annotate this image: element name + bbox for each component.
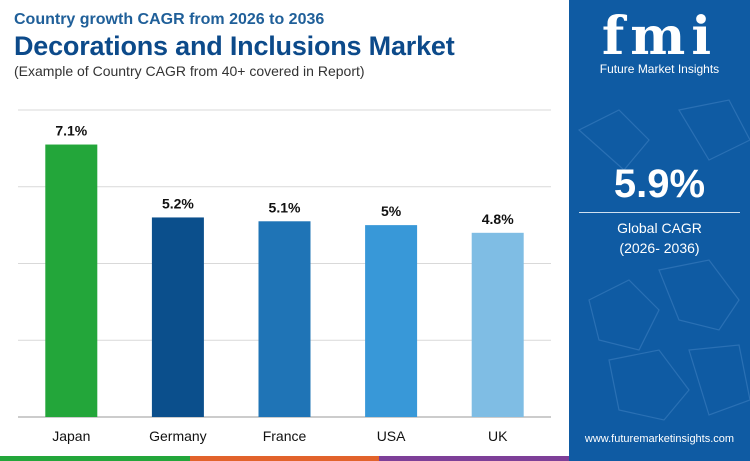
bar-chart: 7.1% 5.2% 5.1% 5% 4.8% Japan Germany France USA…: [18, 109, 551, 444]
value-labels-group: 7.1% 5.2% 5.1% 5% 4.8%: [55, 123, 514, 227]
category-label: USA: [377, 428, 406, 444]
global-cagr-value: 5.9%: [613, 162, 706, 206]
stripe-orange: [189, 456, 380, 461]
bottom-stripe: [0, 456, 570, 461]
chart-note: (Example of Country CAGR from 40+ covere…: [14, 63, 365, 79]
divider: [579, 212, 740, 213]
logo-text: fmi: [601, 6, 718, 67]
category-labels-group: Japan Germany France USA UK: [52, 428, 508, 444]
category-label: Japan: [52, 428, 90, 444]
chart-subtitle: Country growth CAGR from 2026 to 2036: [14, 11, 325, 28]
chart-header: Country growth CAGR from 2026 to 2036 De…: [14, 6, 574, 80]
stripe-purple: [379, 456, 570, 461]
value-label: 4.8%: [482, 211, 514, 227]
bar-usa: [365, 225, 418, 417]
value-label: 5%: [381, 203, 402, 219]
category-label: Germany: [149, 428, 207, 444]
bar-japan: [45, 144, 98, 417]
fmi-logo: fmi Future Market Insights: [569, 6, 750, 77]
bar-germany: [151, 217, 204, 417]
website-link[interactable]: www.futuremarketinsights.com: [584, 433, 735, 445]
category-label: France: [263, 428, 307, 444]
value-label: 7.1%: [55, 123, 87, 139]
logo-tagline: Future Market Insights: [599, 62, 720, 76]
global-cagr-label: Global CAGR: [617, 220, 702, 236]
bars-group: [45, 144, 524, 417]
global-cagr-period: (2026- 2036): [619, 240, 700, 256]
chart-title: Decorations and Inclusions Market: [14, 31, 455, 61]
panel-pattern: [577, 99, 750, 421]
stripe-green: [0, 456, 190, 461]
value-label: 5.2%: [162, 195, 194, 211]
category-label: UK: [488, 428, 508, 444]
bar-france: [258, 221, 311, 417]
bar-uk: [471, 232, 524, 417]
value-label: 5.1%: [269, 199, 301, 215]
summary-panel: fmi Future Market Insights 5.9% Global C…: [569, 0, 750, 461]
